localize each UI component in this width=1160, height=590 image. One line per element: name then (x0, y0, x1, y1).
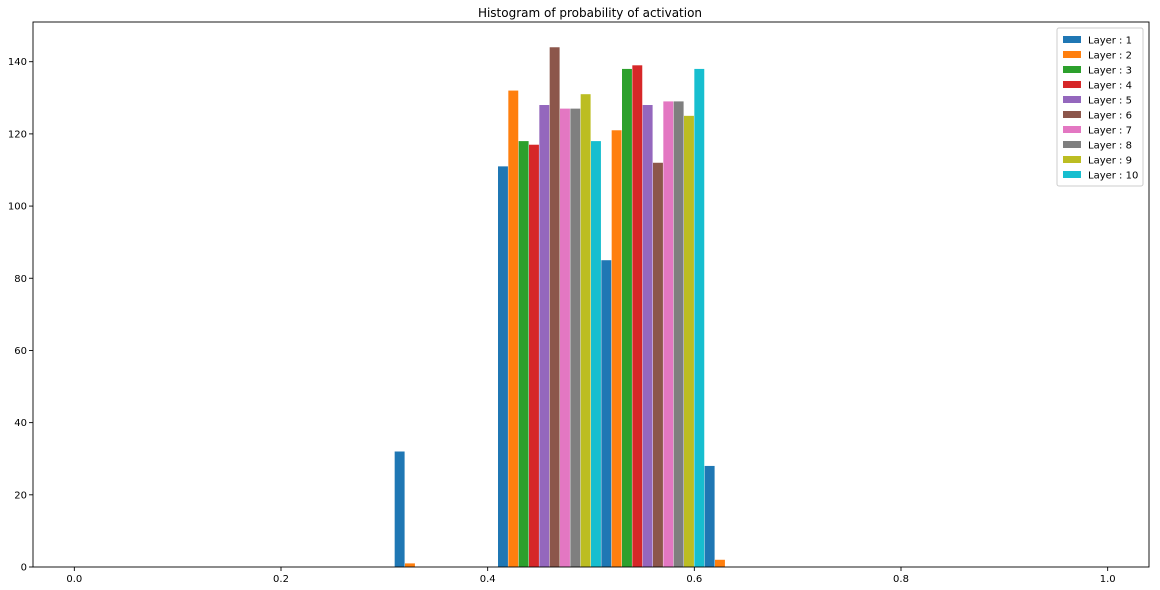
bar-layer-4-bin-2 (529, 144, 539, 567)
legend-entry: Layer : 7 (1088, 126, 1132, 137)
legend-entry: Layer : 8 (1088, 141, 1132, 152)
legend-entry: Layer : 6 (1088, 111, 1132, 122)
chart-title: Histogram of probability of activation (478, 6, 702, 20)
legend-swatch (1063, 126, 1081, 133)
x-tick-label: 0.6 (686, 574, 702, 585)
bar-layer-10-bin-3 (694, 68, 705, 568)
legend-entry: Layer : 5 (1088, 96, 1132, 107)
x-tick-label: 0.8 (893, 574, 909, 585)
legend-entry: Layer : 4 (1088, 81, 1132, 92)
bar-layer-7-bin-3 (663, 101, 674, 568)
bar-layer-8-bin-2 (570, 108, 581, 568)
bars-group (394, 47, 725, 568)
y-tick-label: 60 (14, 346, 27, 357)
legend-swatch (1063, 156, 1081, 163)
legend-swatch (1063, 96, 1081, 103)
y-tick-label: 20 (14, 490, 27, 501)
axes-group: 0.0 0.2 0.4 0.6 0.8 1.0 0 20 40 60 80 100 120 140 (8, 21, 1150, 585)
bar-layer-7-bin-2 (560, 108, 570, 568)
bar-layer-4-bin-3 (632, 65, 643, 567)
y-tick-label: 40 (14, 418, 27, 429)
bar-layer-9-bin-2 (580, 94, 591, 567)
legend-entry: Layer : 10 (1088, 171, 1138, 182)
bar-layer-1-bin-2 (498, 166, 508, 567)
legend-swatch (1063, 141, 1081, 148)
x-tick-label: 1.0 (1100, 574, 1116, 585)
bar-layer-10-bin-2 (591, 141, 601, 568)
x-tick-label: 0.4 (480, 574, 496, 585)
bar-layer-2-bin-3 (611, 130, 622, 567)
bar-layer-6-bin-3 (653, 162, 663, 567)
bar-layer-2-bin-1 (405, 563, 415, 567)
bar-layer-6-bin-2 (549, 47, 560, 567)
bar-layer-5-bin-2 (539, 105, 550, 567)
legend-entry: Layer : 3 (1088, 66, 1132, 77)
x-tick-label: 0.2 (273, 574, 289, 585)
legend-swatch (1063, 111, 1081, 118)
legend-swatch (1063, 171, 1081, 178)
bar-layer-5-bin-3 (642, 105, 653, 567)
bar-layer-3-bin-3 (622, 68, 632, 568)
bar-layer-1-bin-1 (394, 451, 405, 567)
legend-swatch (1063, 81, 1081, 88)
plot-frame (32, 21, 1150, 568)
legend-entry: Layer : 2 (1088, 51, 1132, 62)
y-tick-label: 140 (8, 57, 27, 68)
x-tick-label: 0.0 (66, 574, 82, 585)
bar-layer-2-bin-2 (508, 90, 519, 567)
bar-layer-9-bin-3 (684, 115, 694, 567)
y-tick-label: 100 (8, 202, 27, 213)
bar-layer-3-bin-2 (518, 141, 529, 568)
legend: Layer : 1 Layer : 2 Layer : 3 Layer : 4 Laye… (1056, 27, 1144, 187)
bar-layer-8-bin-3 (673, 101, 684, 568)
bar-layer-1-bin-3 (601, 260, 612, 567)
y-tick-label: 80 (14, 274, 27, 285)
bar-layer-2-bin-4 (715, 559, 725, 567)
legend-swatch (1063, 51, 1081, 58)
legend-entry: Layer : 1 (1088, 36, 1132, 47)
legend-swatch (1063, 36, 1081, 43)
y-tick-label: 120 (8, 129, 27, 140)
bar-layer-1-bin-4 (704, 465, 715, 567)
legend-swatch (1063, 66, 1081, 73)
legend-entry: Layer : 9 (1088, 156, 1132, 167)
y-tick-label: 0 (21, 563, 27, 574)
